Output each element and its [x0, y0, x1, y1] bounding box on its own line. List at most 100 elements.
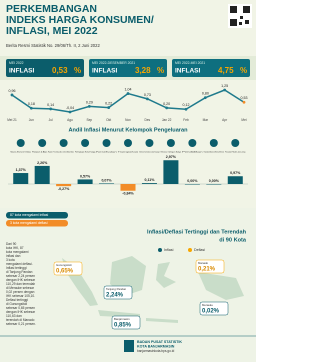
- x-label: Mar: [203, 118, 209, 122]
- group-icon: [166, 139, 175, 147]
- callout-value: 0,02%: [202, 309, 220, 315]
- title-line: INFLASI, MEI 2022: [6, 25, 98, 37]
- bar: [227, 176, 243, 184]
- line-point: [145, 97, 149, 101]
- paragraph-line: mengalami deflasi.: [6, 262, 33, 266]
- paragraph-line: sebesar 0,65 persen: [6, 306, 35, 310]
- line-point: [184, 107, 188, 111]
- count-badge: [6, 220, 68, 227]
- summary-box: [172, 59, 250, 77]
- callout-city: Gunungsitoli: [56, 263, 72, 267]
- paragraph-line: 0,02 persen dengan: [6, 290, 35, 294]
- count-badge: [6, 212, 68, 219]
- callout-value: 2,24%: [106, 293, 124, 299]
- callout-city: Manado: [198, 261, 209, 265]
- line-point: [107, 106, 111, 109]
- bar-label: -0,27%: [58, 187, 70, 191]
- bar: [206, 184, 222, 185]
- bar-label: 0,57%: [80, 174, 91, 178]
- group-name: Kesehatan: [96, 150, 117, 153]
- x-label: Jan 22: [162, 118, 172, 122]
- map-title: Inflasi/Deflasi Tertinggi dan Terendah: [147, 229, 247, 235]
- group-name: Perlengkapan Rumah Tangga: [75, 150, 96, 153]
- point-label: 0,73: [144, 93, 151, 97]
- x-label: Feb: [183, 118, 189, 122]
- summary-period: MEI 2022-DESEMBER 2021: [92, 61, 135, 65]
- bar-label: 0,07%: [101, 178, 112, 182]
- paragraph-line: dengan IHK sebesar: [6, 310, 36, 314]
- group-name: Penyediaan Makanan & Minuman/Restoran: [204, 150, 224, 153]
- paragraph-line: Dari 90: [6, 242, 17, 246]
- summary-value: 4,75: [218, 66, 234, 75]
- group-name: Perumahan, Air, Listrik & Bahan Bakar: [53, 150, 74, 153]
- callout-box: [199, 301, 229, 316]
- summary-value: 3,28: [135, 66, 151, 75]
- group-icon: [38, 139, 47, 147]
- point-label: 1,04: [125, 88, 132, 92]
- bar-label: -0,84%: [122, 192, 134, 196]
- callout-city: Tanjung Pandan: [106, 287, 127, 291]
- group-icon: [124, 139, 132, 147]
- bar: [56, 184, 72, 187]
- callout-value: 0,85%: [114, 323, 132, 329]
- line-point: [165, 106, 169, 110]
- callout-city: Merauke: [202, 303, 213, 307]
- group-name: Informasi, Komunikasi & Jasa Keuangan: [139, 150, 159, 153]
- bar-label: 0,11%: [144, 178, 155, 182]
- x-label: Sep: [86, 118, 92, 122]
- point-label: 0,80: [202, 92, 209, 96]
- title-line: PERKEMBANGAN: [6, 3, 97, 15]
- footer-url: banjarmasinkota.bps.go.id: [137, 349, 174, 353]
- paragraph-line: inflasi dan: [6, 254, 21, 258]
- bar: [77, 179, 93, 184]
- group-icon: [59, 139, 68, 147]
- legend-label: Deflasi: [194, 248, 205, 252]
- group-name: Makanan, Minuman & Tembakau: [11, 151, 32, 153]
- point-label: -0,04: [66, 106, 74, 110]
- line-point: [29, 106, 33, 110]
- group-icon: [231, 139, 240, 147]
- summary-value: 0,53: [52, 66, 68, 75]
- paragraph-line: 3 kota: [6, 258, 15, 262]
- line-point: [10, 93, 14, 97]
- bar-label: 1,37%: [16, 168, 27, 172]
- x-label: Mei 21: [7, 118, 17, 122]
- summary-unit: %: [74, 66, 81, 75]
- x-label: Jul: [49, 118, 53, 122]
- legend-dot: [158, 248, 162, 252]
- bar-label: 0,97%: [230, 171, 241, 175]
- group-icon: [209, 139, 218, 147]
- point-label: 0,96: [9, 89, 16, 93]
- point-label: 0,14: [47, 103, 54, 107]
- paragraph-line: di Gunungsitoli: [6, 302, 27, 306]
- callout-value: 0,65%: [56, 269, 74, 275]
- paragraph-line: 110,29 dan terendah: [6, 282, 35, 286]
- summary-label: INFLASI: [9, 68, 34, 75]
- x-label: Okt: [106, 118, 111, 122]
- bar-label: 2,26%: [37, 161, 48, 165]
- x-label: Apr: [222, 118, 228, 122]
- callout-city: Banjarmasin: [114, 317, 130, 321]
- title-line: INDEKS HARGA KONSUMEN/: [6, 14, 154, 26]
- group-icon: [16, 139, 25, 147]
- paragraph-line: terendah di Manado: [6, 318, 35, 322]
- group-icon: [188, 139, 197, 147]
- x-label: Des: [144, 118, 150, 122]
- bar: [13, 173, 29, 184]
- paragraph-line: di Merauke sebesar: [6, 286, 35, 290]
- bar-label: 0,00%: [187, 179, 198, 183]
- paragraph-line: Inflasi tertinggi: [6, 266, 27, 270]
- callout-value: 0,21%: [198, 267, 216, 273]
- group-name: Pakaian & Alas Kaki: [32, 150, 53, 153]
- bar: [120, 184, 136, 191]
- summary-label: INFLASI: [92, 68, 117, 75]
- paragraph-line: 110,63 dan: [6, 314, 22, 318]
- group-icon: [145, 139, 154, 147]
- footer-org: BADAN PUSAT STATISTIK: [137, 340, 182, 344]
- summary-unit: %: [240, 66, 247, 75]
- callout-box: [111, 315, 141, 330]
- paragraph-line: sebesar 0,21 persen.: [6, 322, 36, 326]
- callout-box: [103, 285, 133, 300]
- legend-dot: [188, 248, 192, 252]
